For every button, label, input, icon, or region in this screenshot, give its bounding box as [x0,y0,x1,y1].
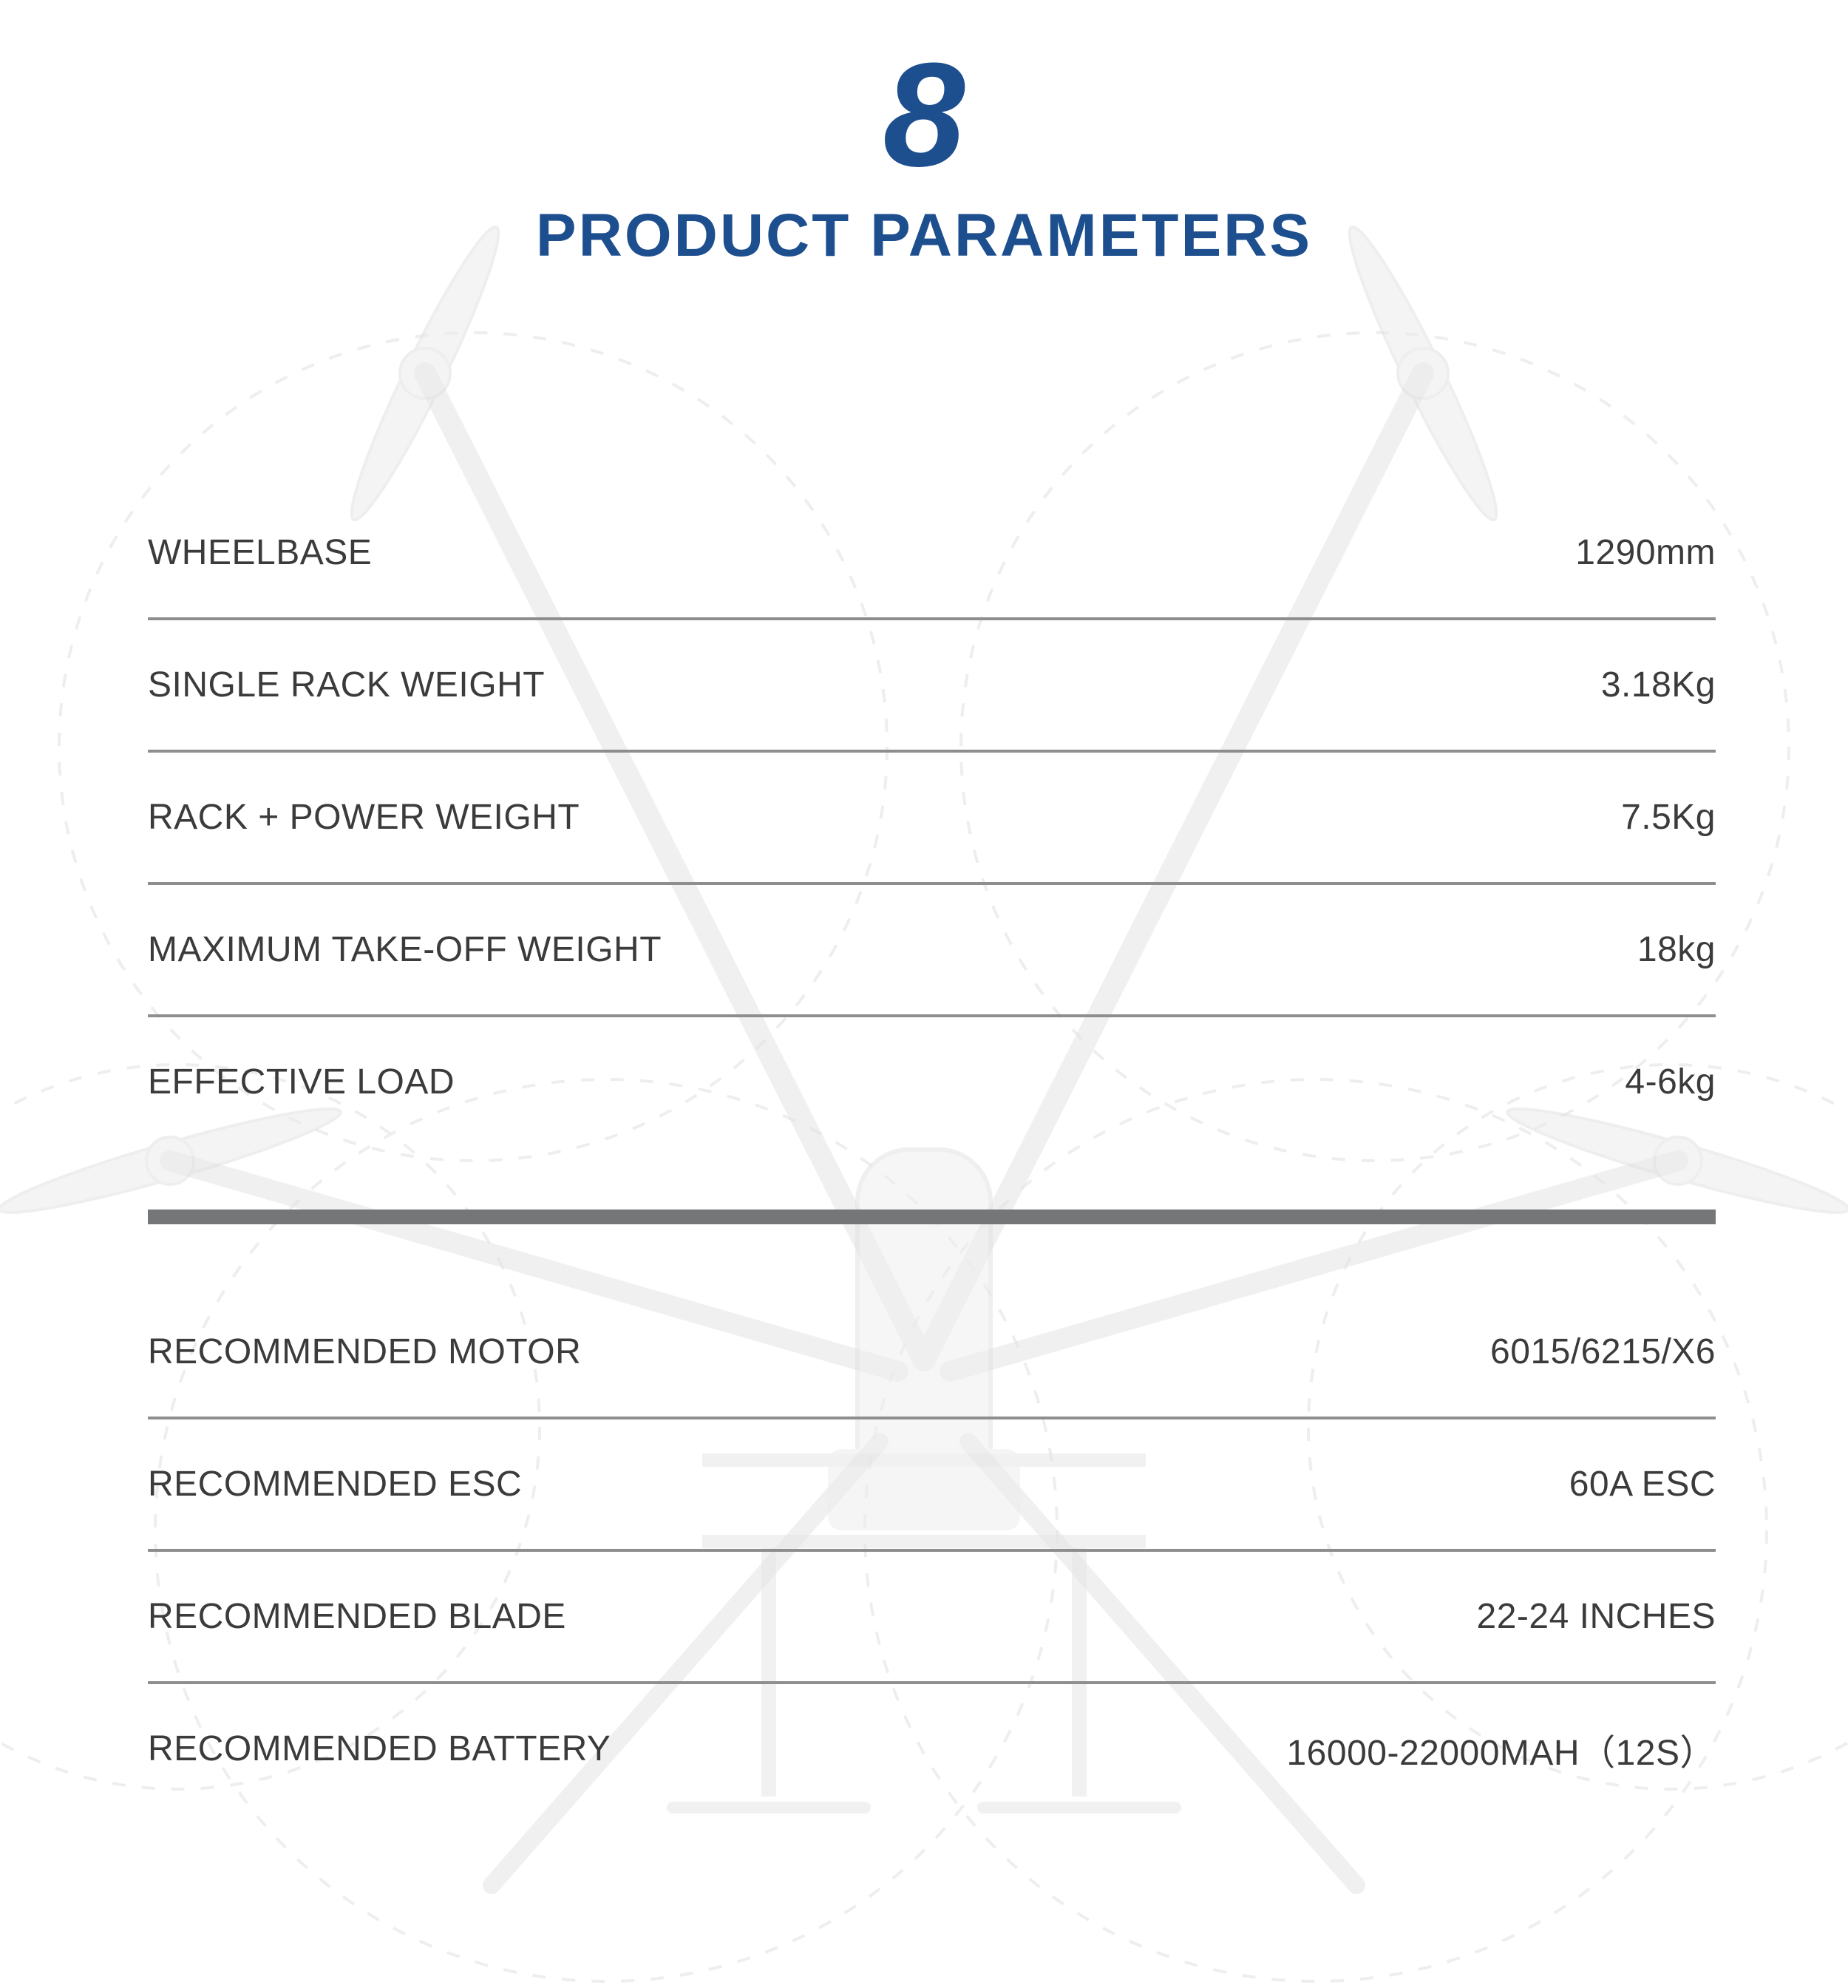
spec-value: 1290mm [1575,533,1716,573]
content: 8 PRODUCT PARAMETERS WHEELBASE 1290mm SING… [0,0,1848,1814]
spec-value: 18kg [1637,930,1716,970]
spec-label: MAXIMUM TAKE-OFF WEIGHT [148,930,662,970]
spec-value: 22-24 INCHES [1476,1597,1716,1637]
spec-label: WHEELBASE [148,533,373,573]
spec-value: 3.18Kg [1600,665,1716,705]
page-title: PRODUCT PARAMETERS [535,202,1313,269]
spec-label: RECOMMENDED BATTERY [148,1729,611,1769]
spec-group: WHEELBASE 1290mm SINGLE RACK WEIGHT 3.18Kg R… [148,488,1716,1147]
spec-row: RECOMMENDED BATTERY 16000-22000MAH（12S） [148,1684,1716,1814]
spec-group: RECOMMENDED MOTOR 6015/6215/X6 RECOMMENDED… [148,1287,1716,1814]
section-divider [148,1210,1716,1225]
spec-row: SINGLE RACK WEIGHT 3.18Kg [148,620,1716,753]
spec-label: RECOMMENDED MOTOR [148,1332,582,1372]
spec-label: EFFECTIVE LOAD [148,1062,455,1102]
spec-row: RECOMMENDED MOTOR 6015/6215/X6 [148,1287,1716,1420]
spec-label: SINGLE RACK WEIGHT [148,665,546,705]
header: 8 PRODUCT PARAMETERS [0,0,1848,269]
spec-row: RACK + POWER WEIGHT 7.5Kg [148,753,1716,886]
spec-value: 4-6kg [1625,1062,1716,1102]
spec-row: MAXIMUM TAKE-OFF WEIGHT 18kg [148,885,1716,1018]
spec-row: RECOMMENDED BLADE 22-24 INCHES [148,1552,1716,1685]
spec-table: WHEELBASE 1290mm SINGLE RACK WEIGHT 3.18Kg R… [148,488,1716,1814]
spec-row: EFFECTIVE LOAD 4-6kg [148,1017,1716,1147]
spec-value: 6015/6215/X6 [1490,1332,1716,1372]
spec-value: 7.5Kg [1621,798,1716,838]
spec-label: RECOMMENDED BLADE [148,1597,566,1637]
spec-label: RACK + POWER WEIGHT [148,798,580,838]
spec-row: WHEELBASE 1290mm [148,488,1716,621]
spec-value: 16000-22000MAH（12S） [1286,1733,1716,1773]
spec-value: 60A ESC [1569,1465,1716,1504]
spec-row: RECOMMENDED ESC 60A ESC [148,1419,1716,1553]
spec-label: RECOMMENDED ESC [148,1465,523,1504]
section-number: 8 [883,33,965,197]
